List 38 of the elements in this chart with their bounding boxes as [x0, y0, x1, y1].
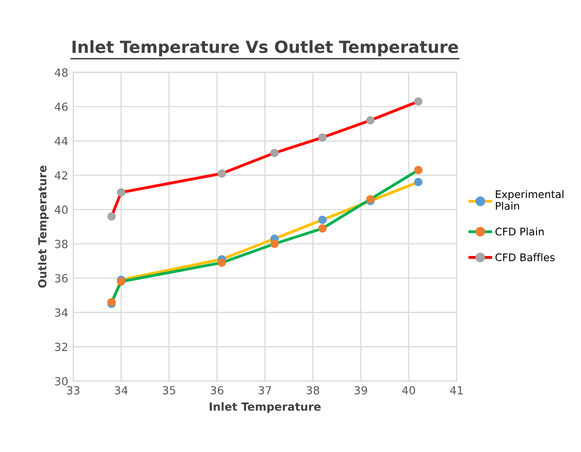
point	[414, 178, 422, 186]
x-tick-label: 39	[354, 386, 368, 394]
point	[414, 97, 422, 106]
point	[318, 133, 327, 142]
point	[107, 212, 116, 221]
x-tick-label: 36	[210, 386, 224, 394]
y-tick-label: 42	[54, 171, 68, 180]
x-tick-label: 38	[306, 386, 320, 394]
y-tick-label: 34	[55, 308, 68, 317]
y-tick-label: 38	[55, 240, 68, 248]
y-tick-label: 36	[55, 274, 68, 283]
point	[366, 116, 375, 125]
x-tick-label: 34	[114, 386, 128, 394]
point	[270, 240, 279, 248]
legend-label: CFD Baffles	[495, 253, 555, 262]
y-tick-label: 46	[54, 102, 68, 111]
point	[218, 169, 226, 178]
x-axis-title: Inlet Temperature	[210, 402, 321, 413]
x-tick-label: 41	[450, 386, 463, 394]
x-tick-label: 37	[258, 386, 272, 394]
y-tick-label: 30	[55, 377, 68, 386]
legend-label: Experimental Plain	[496, 190, 564, 210]
x-tick-label: 33	[66, 386, 80, 394]
x-tick-label: 35	[162, 386, 176, 394]
y-tick-label: 32	[55, 342, 68, 352]
y-tick-label: 48	[54, 68, 68, 77]
x-tick-label: 40	[402, 386, 416, 394]
y-tick-label: 44	[54, 137, 68, 146]
y-axis-title: Outlet Temperature	[38, 166, 49, 288]
point	[414, 166, 422, 174]
point	[116, 188, 126, 197]
point	[318, 216, 327, 224]
legend-label: CFD Plain	[495, 227, 544, 236]
point	[270, 148, 279, 158]
point	[318, 224, 327, 233]
point	[218, 258, 226, 267]
y-tick-label: 40	[54, 206, 68, 214]
chart-title: Inlet Temperature Vs Outlet Temperature	[72, 40, 458, 56]
